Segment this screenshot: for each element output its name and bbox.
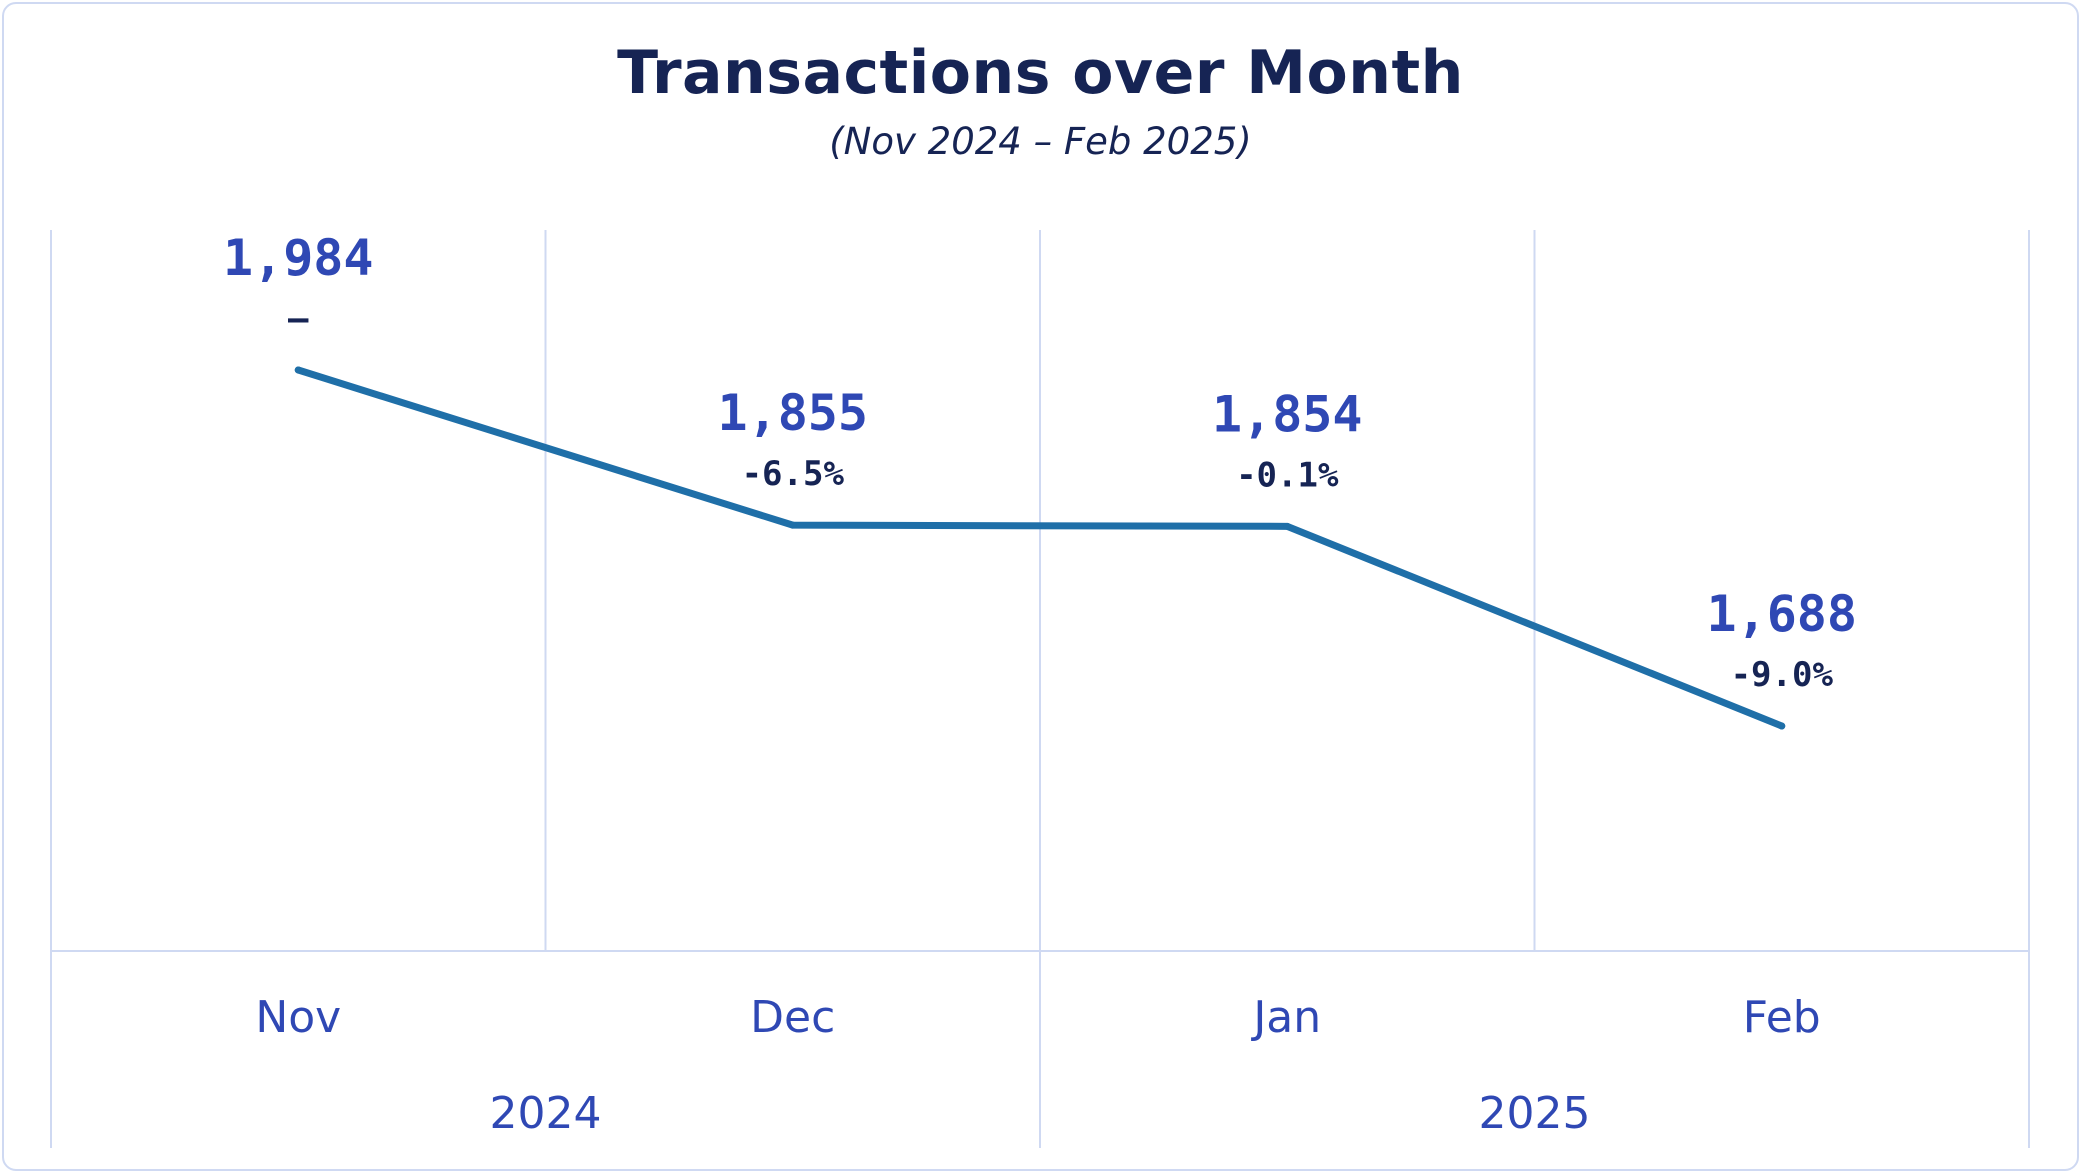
year-label: 2025 [1479, 1088, 1591, 1139]
data-point [789, 521, 797, 529]
data-label-change: -9.0% [1731, 655, 1834, 695]
chart-title: Transactions over Month [617, 38, 1464, 108]
chart-subtitle: (Nov 2024 – Feb 2025) [829, 120, 1252, 163]
data-label-value: 1,984 [223, 229, 374, 287]
data-point [1283, 522, 1291, 530]
data-label-value: 1,855 [717, 384, 868, 442]
x-tick-label: Feb [1743, 992, 1821, 1043]
x-tick-label: Jan [1250, 992, 1321, 1043]
series-line [294, 366, 1786, 730]
data-point [1778, 722, 1786, 730]
x-tick-label: Dec [750, 992, 835, 1043]
x-tick-label: Nov [255, 992, 341, 1043]
data-label-value: 1,688 [1706, 585, 1857, 643]
year-label: 2024 [490, 1088, 602, 1139]
data-label-change: -6.5% [742, 454, 845, 494]
data-label-value: 1,854 [1212, 385, 1363, 443]
data-label-change: -0.1% [1236, 455, 1339, 495]
data-point [294, 366, 302, 374]
data-label-change: – [288, 299, 309, 339]
